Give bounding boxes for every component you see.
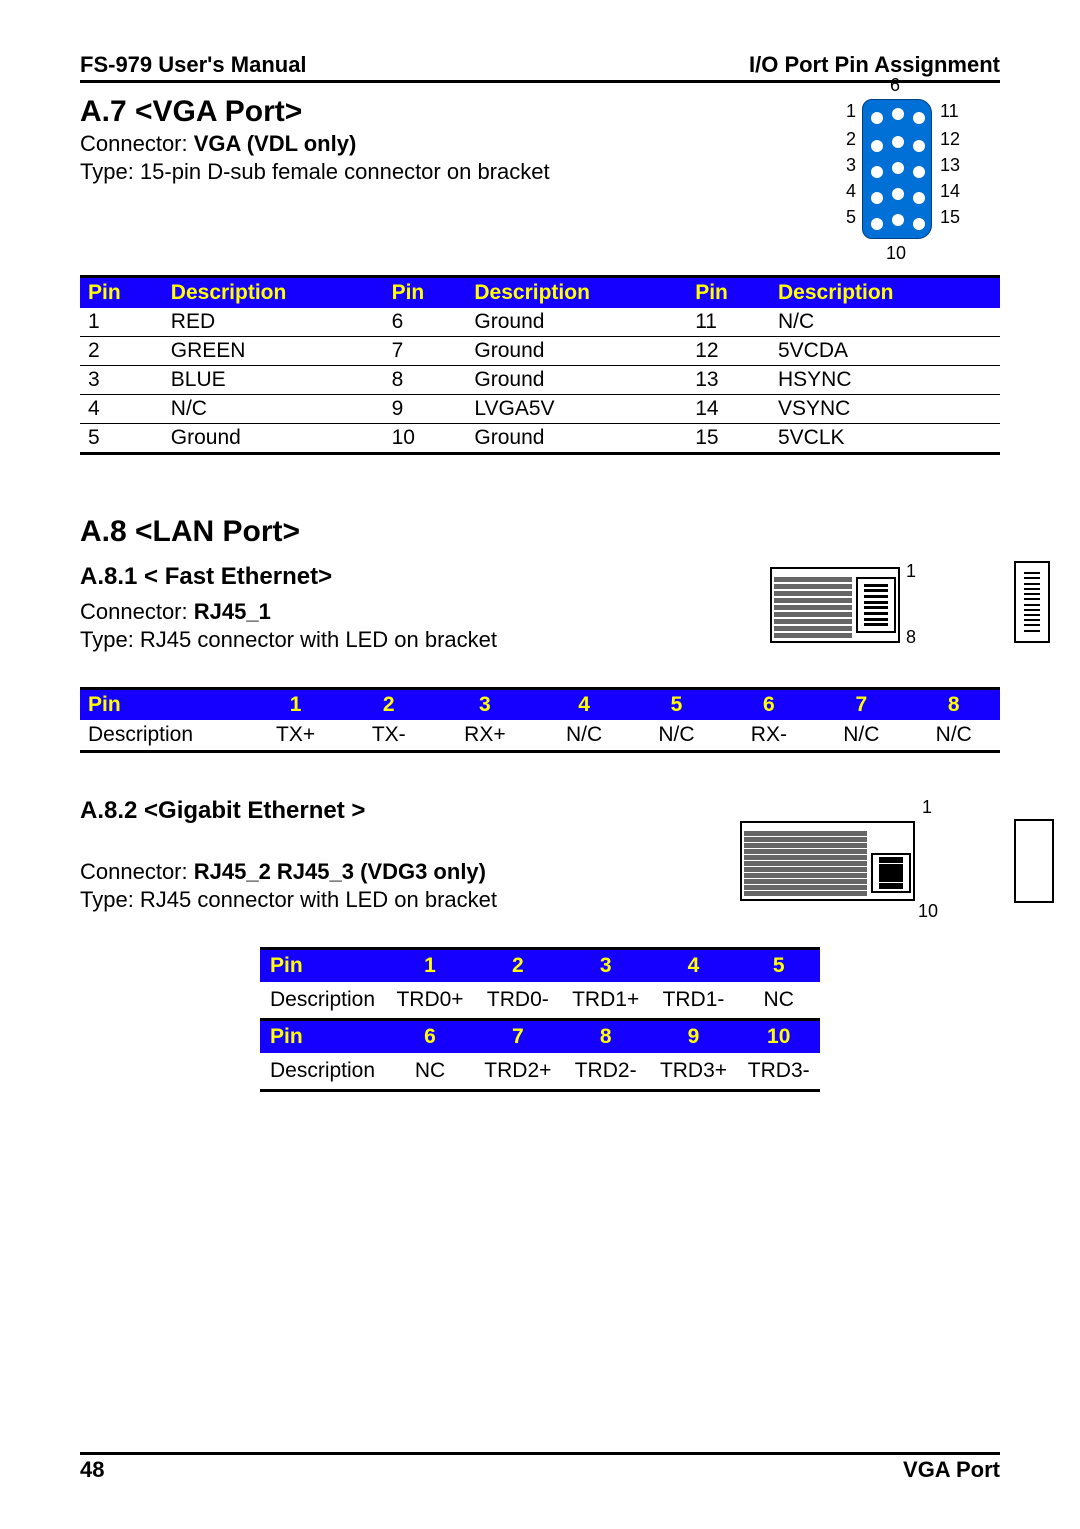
table-row: Description NCTRD2+TRD2-TRD3+TRD3- (260, 1053, 820, 1091)
page-footer: 48 VGA Port (80, 1452, 1000, 1483)
rj45-giga-diagram: 1 10 (740, 797, 1000, 917)
header-left: FS-979 User's Manual (80, 52, 307, 78)
header-right: I/O Port Pin Assignment (749, 52, 1000, 78)
fast-ethernet-table: Pin 1234 5678 Description TX+TX-RX+N/C N… (80, 687, 1000, 753)
giga-type: Type: RJ45 connector with LED on bracket (80, 887, 740, 913)
vga-connector-diagram: 6 1 2 3 4 5 11 12 13 14 15 10 (790, 91, 1000, 261)
vga-title: A.7 <VGA Port> (80, 95, 790, 129)
table-header-row: Pin 12345 (260, 949, 820, 983)
table-row: 2GREEN7Ground125VCDA (80, 337, 1000, 366)
vga-connector: Connector: VGA (VDL only) (80, 131, 790, 157)
rj45-fast-diagram: 1 8 (770, 563, 1000, 653)
vga-pin-table: Pin Description Pin Description Pin Desc… (80, 275, 1000, 455)
table-row: Description TX+TX-RX+N/C N/CRX-N/CN/C (80, 720, 1000, 752)
gigabit-table: Pin 12345 Description TRD0+TRD0-TRD1+TRD… (260, 947, 820, 1092)
table-header-row: Pin 678910 (260, 1020, 820, 1054)
table-row: 1RED6Ground11N/C (80, 308, 1000, 337)
fast-ethernet-title: A.8.1 < Fast Ethernet> (80, 563, 770, 591)
lan-title: A.8 <LAN Port> (80, 515, 1000, 549)
table-row: Description TRD0+TRD0-TRD1+TRD1-NC (260, 982, 820, 1020)
fast-type: Type: RJ45 connector with LED on bracket (80, 627, 770, 653)
giga-connector: Connector: RJ45_2 RJ45_3 (VDG3 only) (80, 859, 740, 885)
gigabit-title: A.8.2 <Gigabit Ethernet > (80, 797, 740, 825)
page-number: 48 (80, 1457, 104, 1483)
page-header: FS-979 User's Manual I/O Port Pin Assign… (80, 52, 1000, 83)
table-row: 5Ground10Ground155VCLK (80, 424, 1000, 454)
fast-connector: Connector: RJ45_1 (80, 599, 770, 625)
table-row: 3BLUE8Ground13HSYNC (80, 366, 1000, 395)
table-row: 4N/C9LVGA5V14VSYNC (80, 395, 1000, 424)
table-header-row: Pin Description Pin Description Pin Desc… (80, 277, 1000, 309)
table-header-row: Pin 1234 5678 (80, 689, 1000, 721)
footer-section: VGA Port (903, 1457, 1000, 1483)
vga-type: Type: 15-pin D-sub female connector on b… (80, 159, 790, 185)
